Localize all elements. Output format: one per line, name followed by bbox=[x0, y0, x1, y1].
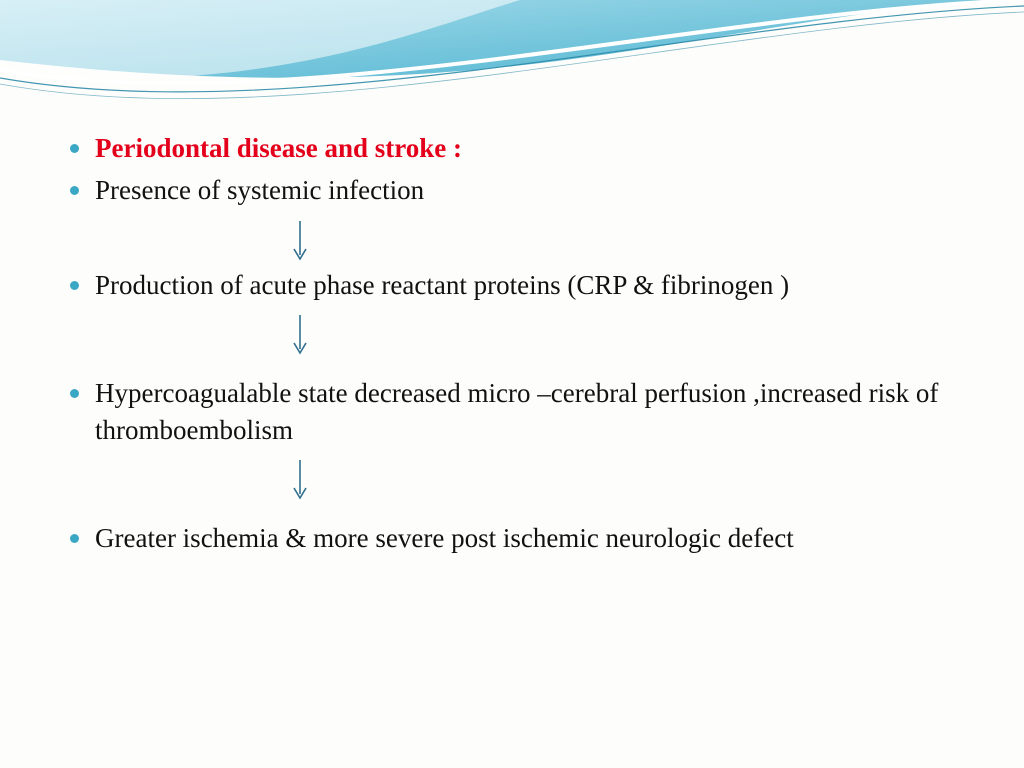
bullet-row: Presence of systemic infection bbox=[70, 172, 964, 208]
bullet-text: Hypercoagualable state decreased micro –… bbox=[95, 375, 964, 448]
bullet-row: Production of acute phase reactant prote… bbox=[70, 267, 964, 303]
arrow-down-icon bbox=[290, 313, 310, 357]
bullet-heading-row: Periodontal disease and stroke : bbox=[70, 130, 964, 166]
slide-heading: Periodontal disease and stroke : bbox=[95, 130, 462, 166]
bullet-icon bbox=[70, 281, 79, 290]
bullet-text: Production of acute phase reactant prote… bbox=[95, 267, 789, 303]
bullet-text: Presence of systemic infection bbox=[95, 172, 424, 208]
slide-content: Periodontal disease and stroke : Presenc… bbox=[70, 130, 964, 563]
wave-header bbox=[0, 0, 1024, 140]
bullet-icon bbox=[70, 534, 79, 543]
flow-arrow bbox=[290, 215, 964, 267]
bullet-text: Greater ischemia & more severe post isch… bbox=[95, 520, 794, 556]
bullet-icon bbox=[70, 186, 79, 195]
bullet-icon bbox=[70, 144, 79, 153]
bullet-row: Greater ischemia & more severe post isch… bbox=[70, 520, 964, 556]
arrow-down-icon bbox=[290, 458, 310, 502]
bullet-icon bbox=[70, 389, 79, 398]
flow-arrow bbox=[290, 309, 964, 361]
flow-arrow bbox=[290, 454, 964, 506]
arrow-down-icon bbox=[290, 219, 310, 263]
bullet-row: Hypercoagualable state decreased micro –… bbox=[70, 375, 964, 448]
